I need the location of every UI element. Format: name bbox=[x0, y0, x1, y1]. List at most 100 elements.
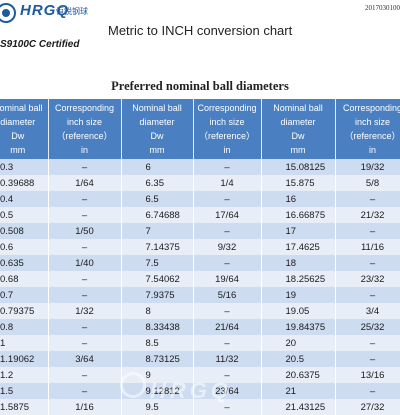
header-text: Nominal ball bbox=[0, 101, 46, 115]
header-text: diameter bbox=[124, 115, 191, 129]
header-text: mm bbox=[0, 143, 46, 157]
inch-size-cell: 11/16 bbox=[335, 239, 400, 255]
diameter-mm-cell: 8 bbox=[121, 303, 193, 319]
diameter-mm-cell: 7.5 bbox=[121, 255, 193, 271]
diameter-mm-cell: 6.5 bbox=[121, 191, 193, 207]
inch-size-cell: 21/64 bbox=[193, 319, 261, 335]
diameter-mm-cell: 19 bbox=[261, 287, 335, 303]
conversion-table: Nominal ball diameter Dw mm Correspondin… bbox=[0, 99, 400, 415]
inch-size-cell: 1/16 bbox=[48, 399, 121, 415]
inch-size-cell: 1/50 bbox=[48, 223, 121, 239]
inch-size-cell: – bbox=[335, 287, 400, 303]
diameter-mm-cell: 8.5 bbox=[121, 335, 193, 351]
inch-size-cell: – bbox=[193, 159, 261, 175]
inch-size-cell: 25/32 bbox=[335, 319, 400, 335]
inch-size-cell: – bbox=[193, 335, 261, 351]
header-text: inch size bbox=[196, 115, 259, 129]
watermark-text: HRGQ bbox=[150, 378, 232, 404]
inch-size-cell: – bbox=[48, 159, 121, 175]
diameter-mm-cell: 7.14375 bbox=[121, 239, 193, 255]
inch-size-cell: – bbox=[48, 319, 121, 335]
page-title: Metric to INCH conversion chart bbox=[108, 23, 292, 38]
inch-size-cell: – bbox=[48, 239, 121, 255]
diameter-mm-cell: 18.25625 bbox=[261, 271, 335, 287]
diameter-mm-cell: 1.5875 bbox=[0, 399, 48, 415]
diameter-mm-cell: 0.79375 bbox=[0, 303, 48, 319]
inch-size-cell: 23/32 bbox=[335, 271, 400, 287]
diameter-mm-cell: 1.19062 bbox=[0, 351, 48, 367]
inch-size-cell: 19/32 bbox=[335, 159, 400, 175]
diameter-mm-cell: 20 bbox=[261, 335, 335, 351]
header-text: in bbox=[338, 143, 400, 157]
certification-label: S9100C Certified bbox=[0, 39, 79, 50]
diameter-mm-cell: 17 bbox=[261, 223, 335, 239]
company-logo: HRGQ 恒锐钢球 bbox=[0, 3, 88, 39]
inch-size-cell: 17/64 bbox=[193, 207, 261, 223]
diameter-mm-cell: 0.635 bbox=[0, 255, 48, 271]
diameter-mm-cell: 7.54062 bbox=[121, 271, 193, 287]
diameter-mm-cell: 1.5 bbox=[0, 383, 48, 399]
diameter-mm-cell: 20.6375 bbox=[261, 367, 335, 383]
inch-size-cell: 13/16 bbox=[335, 367, 400, 383]
header-text: Corresponding bbox=[51, 101, 119, 115]
diameter-mm-cell: 0.4 bbox=[0, 191, 48, 207]
diameter-mm-cell: 1.2 bbox=[0, 367, 48, 383]
header-text: Dw bbox=[124, 129, 191, 143]
diameter-mm-cell: 21 bbox=[261, 383, 335, 399]
diameter-mm-cell: 8.33438 bbox=[121, 319, 193, 335]
inch-size-cell: 1/32 bbox=[48, 303, 121, 319]
diameter-mm-cell: 0.5 bbox=[0, 207, 48, 223]
document-number: 2017030100 bbox=[365, 4, 400, 12]
diameter-mm-cell: 0.39688 bbox=[0, 175, 48, 191]
diameter-mm-cell: 16.66875 bbox=[261, 207, 335, 223]
diameter-mm-cell: 0.7 bbox=[0, 287, 48, 303]
inch-size-cell: 1/64 bbox=[48, 175, 121, 191]
inch-size-cell: 5/8 bbox=[335, 175, 400, 191]
header-nominal-diameter: Nominal ball diameter Dw mm bbox=[0, 99, 48, 159]
header-text: inch size bbox=[338, 115, 400, 129]
inch-size-cell: – bbox=[48, 207, 121, 223]
inch-size-cell: – bbox=[48, 271, 121, 287]
header-text: in bbox=[196, 143, 259, 157]
header-text: mm bbox=[264, 143, 333, 157]
inch-size-cell: 27/32 bbox=[335, 399, 400, 415]
diameter-mm-cell: 6 bbox=[121, 159, 193, 175]
header-text: diameter bbox=[0, 115, 46, 129]
logo-ring-icon bbox=[0, 3, 16, 23]
diameter-mm-cell: 0.3 bbox=[0, 159, 48, 175]
table-header-row: Nominal ball diameter Dw mm Correspondin… bbox=[0, 99, 400, 159]
inch-size-cell: – bbox=[193, 223, 261, 239]
diameter-mm-cell: 21.43125 bbox=[261, 399, 335, 415]
table-row: 1–8.5–20– bbox=[0, 335, 400, 351]
diameter-mm-cell: 17.4625 bbox=[261, 239, 335, 255]
diameter-mm-cell: 0.508 bbox=[0, 223, 48, 239]
diameter-mm-cell: 1 bbox=[0, 335, 48, 351]
inch-size-cell: – bbox=[48, 383, 121, 399]
header-inch-size: Corresponding inch size （reference） in bbox=[193, 99, 261, 159]
diameter-mm-cell: 15.875 bbox=[261, 175, 335, 191]
inch-size-cell: 9/32 bbox=[193, 239, 261, 255]
inch-size-cell: 19/64 bbox=[193, 271, 261, 287]
header-text: Corresponding bbox=[338, 101, 400, 115]
inch-size-cell: 1/4 bbox=[193, 175, 261, 191]
inch-size-cell: – bbox=[48, 335, 121, 351]
logo-chinese-text: 恒锐钢球 bbox=[56, 6, 88, 17]
header-inch-size: Corresponding inch size （reference） in bbox=[335, 99, 400, 159]
diameter-mm-cell: 7.9375 bbox=[121, 287, 193, 303]
header-text: Nominal ball bbox=[124, 101, 191, 115]
header-text: （reference） bbox=[51, 129, 119, 143]
diameter-mm-cell: 6.35 bbox=[121, 175, 193, 191]
header-text: （reference） bbox=[338, 129, 400, 143]
diameter-mm-cell: 7 bbox=[121, 223, 193, 239]
inch-size-cell: – bbox=[48, 191, 121, 207]
watermark-ring-icon bbox=[120, 372, 146, 398]
